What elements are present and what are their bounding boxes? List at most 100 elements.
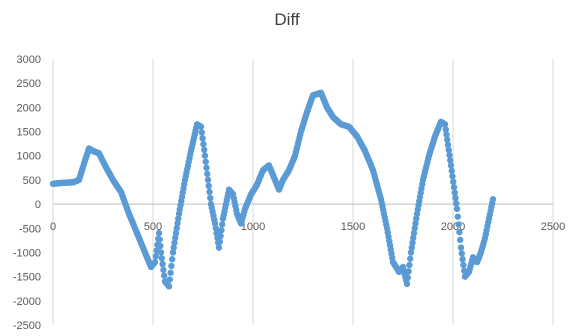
data-point (453, 200, 460, 207)
data-point (216, 238, 223, 246)
data-point (409, 239, 416, 246)
data-point (453, 205, 461, 213)
y-tick-label: -500 (19, 223, 41, 235)
y-tick-label: 0 (35, 199, 41, 211)
y-tick-label: 1000 (17, 151, 41, 163)
data-point (151, 258, 159, 266)
data-point (157, 249, 165, 256)
data-point (448, 167, 455, 175)
data-point (166, 276, 173, 283)
data-point (168, 262, 175, 270)
data-point (456, 228, 463, 236)
data-point (446, 151, 453, 159)
y-tick-label: 3000 (17, 54, 41, 66)
data-point (455, 221, 462, 228)
data-point (405, 268, 412, 275)
data-point (413, 215, 420, 222)
data-point (403, 280, 411, 288)
data-point (407, 249, 415, 256)
data-point (411, 225, 418, 232)
data-point (443, 131, 450, 138)
data-point (219, 221, 226, 228)
data-point (447, 162, 455, 169)
x-tick-label: 500 (144, 221, 162, 233)
data-point (171, 239, 178, 246)
data-point (459, 256, 466, 263)
data-point (157, 242, 164, 250)
data-point (152, 253, 159, 260)
data-point (217, 232, 224, 240)
x-tick-label: 2500 (541, 221, 565, 233)
data-point (169, 249, 177, 256)
data-point (408, 244, 415, 251)
data-point (160, 266, 167, 274)
chart-title: Diff (274, 10, 299, 29)
data-point (156, 236, 163, 243)
data-point (449, 173, 456, 180)
data-point (199, 135, 206, 142)
data-point (155, 229, 163, 237)
data-point (201, 152, 209, 159)
data-point (460, 261, 467, 269)
data-point (172, 229, 180, 237)
data-point (161, 272, 168, 279)
y-tick-label: 2500 (17, 78, 41, 90)
data-point (447, 157, 454, 164)
x-tick-label: 0 (50, 221, 56, 233)
y-tick-label: -1500 (13, 272, 41, 284)
data-point (204, 170, 211, 178)
data-point (412, 220, 419, 227)
data-point (165, 283, 173, 290)
x-tick-label: 1500 (341, 221, 365, 233)
data-point (211, 220, 219, 227)
data-point (444, 141, 452, 149)
x-tick-label: 1000 (241, 221, 265, 233)
data-point (198, 129, 205, 136)
data-point (215, 244, 223, 251)
data-point (218, 227, 225, 234)
data-point (204, 176, 212, 184)
data-point (158, 255, 165, 262)
y-tick-label: 500 (23, 175, 41, 187)
data-point (489, 196, 497, 203)
data-point (444, 136, 451, 143)
grid-lines (152, 59, 554, 325)
data-point (159, 260, 166, 268)
data-point (450, 178, 457, 185)
data-point (442, 126, 449, 133)
data-point (212, 225, 219, 232)
data-point (207, 194, 214, 202)
y-tick-label: -1000 (13, 247, 41, 259)
data-point (410, 234, 417, 242)
data-point (197, 123, 205, 130)
data-point (206, 188, 213, 196)
data-point (169, 256, 176, 263)
y-tick-label: 1500 (17, 127, 41, 139)
data-point (454, 213, 461, 220)
data-point (167, 269, 174, 276)
data-point (202, 158, 209, 165)
y-tick-label: -2000 (13, 296, 41, 308)
data-point (451, 189, 458, 196)
data-point (450, 183, 458, 191)
data-point (175, 215, 182, 222)
y-tick-label: 2000 (17, 102, 41, 114)
data-point (457, 236, 464, 244)
data-point (174, 220, 181, 227)
y-tick-labels: 3000 2500 2000 1500 1000 500 0 -500 -1000 -1500 -2… (13, 54, 41, 332)
data-point (404, 274, 411, 281)
data-point (457, 244, 465, 251)
data-point (170, 244, 177, 251)
data-point (410, 229, 418, 237)
data-point (458, 250, 465, 257)
data-point (445, 146, 452, 154)
data-point (441, 121, 449, 128)
data-point (406, 261, 413, 269)
data-point (407, 255, 414, 262)
data-point (200, 140, 207, 148)
data-point (172, 234, 179, 242)
data-point (203, 164, 210, 172)
y-tick-label: -2500 (13, 320, 41, 332)
